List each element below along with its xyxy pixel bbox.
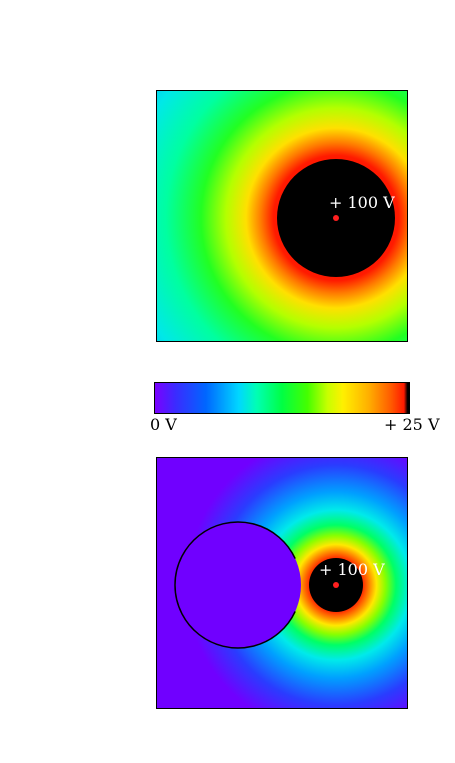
potential-map-bottom-svg [157, 458, 407, 708]
voltage-label-bottom: + 100 V [319, 560, 385, 579]
potential-map-sphere-and-shell: + 100 V [156, 457, 408, 709]
colorbar-max-label: + 25 V [384, 415, 440, 434]
voltage-label-top: + 100 V [329, 193, 395, 212]
charge-dot-bottom [333, 582, 339, 588]
grounded-shell [174, 521, 296, 649]
colorbar [154, 382, 410, 414]
potential-map-top-svg [157, 91, 407, 341]
charge-dot-top [333, 215, 339, 221]
colorbar-min-label: 0 V [150, 415, 177, 434]
potential-map-single-sphere: + 100 V [156, 90, 408, 342]
shell-interior [175, 522, 301, 648]
